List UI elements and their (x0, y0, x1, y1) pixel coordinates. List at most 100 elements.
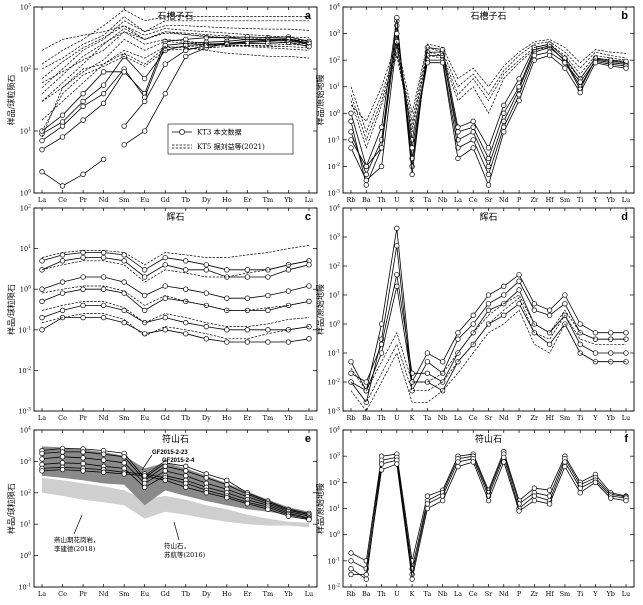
data-point (183, 267, 189, 273)
y-tick-label: 102 (20, 65, 31, 74)
series-line (41, 456, 310, 517)
data-point (577, 79, 583, 85)
x-tick-label: Th (377, 414, 386, 422)
data-point (531, 485, 537, 491)
data-point (39, 258, 45, 264)
data-point (121, 290, 127, 296)
x-tick-label: Ho (222, 414, 232, 422)
data-point (577, 350, 583, 356)
y-tick-label: 100 (20, 285, 31, 294)
series-line (41, 317, 310, 343)
y-tick-label: 104 (329, 204, 340, 213)
x-tick-label: U (394, 590, 400, 598)
y-tick-label: 10-1 (18, 325, 31, 334)
x-tick-label: K (410, 414, 415, 422)
data-point (485, 163, 492, 170)
series-line (41, 288, 310, 311)
data-point (80, 171, 86, 177)
data-point (546, 312, 553, 318)
data-point (100, 302, 107, 309)
panel-letter: a (305, 10, 312, 22)
plot-frame (33, 207, 318, 412)
data-point (592, 60, 599, 66)
data-point (142, 274, 148, 280)
x-tick-label: P (517, 196, 522, 204)
x-tick-label: Zr (531, 414, 540, 422)
y-tick-label: 10-2 (327, 583, 340, 592)
data-point (348, 571, 354, 578)
legend-box (167, 123, 294, 155)
data-point (485, 497, 492, 504)
leader-line (173, 521, 180, 541)
x-tick-label: Th (377, 196, 386, 204)
x-tick-label: Tb (182, 590, 191, 598)
data-point (244, 501, 251, 507)
data-point (183, 484, 189, 490)
data-point (348, 110, 354, 116)
panel-letter: f (624, 433, 628, 445)
y-axis-label: 样品/球粒陨石 (6, 75, 16, 126)
x-tick-label: Pr (79, 196, 87, 204)
data-point (59, 119, 66, 125)
data-point (455, 330, 461, 336)
data-point (121, 258, 127, 264)
data-point (516, 97, 522, 104)
data-point (100, 156, 107, 162)
data-point (265, 339, 271, 345)
data-point (623, 497, 629, 504)
y-axis-label: 样品/原始地幔 (315, 75, 325, 126)
data-point (455, 155, 461, 162)
data-point (285, 513, 292, 519)
data-point (162, 295, 168, 301)
x-tick-label: K (410, 590, 415, 598)
x-tick-label: Er (243, 414, 252, 422)
data-point (121, 471, 127, 477)
data-point (608, 495, 614, 501)
data-point (203, 290, 209, 296)
y-tick-label: 10-2 (327, 378, 340, 387)
x-tick-label: Hf (546, 196, 555, 204)
x-tick-label: Lu (305, 414, 314, 422)
panel-c: 10-3 10-2 10-1 100 101 102 La Ce Pr Nd Sm Eu Gd Tb Dy H… (6, 204, 318, 422)
y-tick-label: 103 (20, 3, 31, 12)
x-tick-label: Ti (577, 196, 583, 204)
data-point (39, 450, 45, 457)
data-point (440, 359, 446, 365)
data-point (162, 91, 168, 97)
x-tick-label: Dy (202, 590, 211, 598)
x-tick-label: Ce (58, 196, 67, 204)
data-point (516, 287, 522, 293)
x-tick-label: Nd (99, 196, 109, 204)
data-point (224, 267, 230, 273)
data-point (546, 52, 553, 59)
series-line (350, 456, 627, 580)
data-point (363, 171, 369, 178)
y-axis-label: 样品/原始地幔 (315, 284, 325, 335)
series-line (41, 25, 310, 51)
data-point (501, 283, 507, 289)
y-tick-label: 10-1 (18, 583, 31, 592)
data-point (562, 301, 568, 307)
x-tick-label: Nd (499, 196, 509, 204)
x-tick-label: Ba (362, 196, 371, 204)
data-point (363, 177, 369, 183)
y-tick-label: 10-1 (327, 135, 340, 144)
x-tick-label: Ti (577, 414, 583, 422)
series-line (350, 294, 626, 392)
y-tick-label: 101 (329, 504, 340, 513)
data-point (224, 339, 230, 345)
vesuvianite-band (42, 446, 309, 517)
x-tick-label: K (410, 196, 415, 204)
data-point (363, 182, 369, 188)
data-point (142, 320, 148, 326)
data-point (531, 497, 537, 504)
y-tick-label: 104 (329, 3, 340, 12)
data-point (516, 76, 522, 82)
data-point (485, 292, 492, 298)
data-point (363, 379, 369, 385)
series-line (41, 38, 310, 102)
x-tick-label: La (454, 590, 462, 598)
data-point (80, 468, 86, 474)
series-line (41, 16, 309, 70)
y-tick-label: 103 (329, 233, 340, 242)
